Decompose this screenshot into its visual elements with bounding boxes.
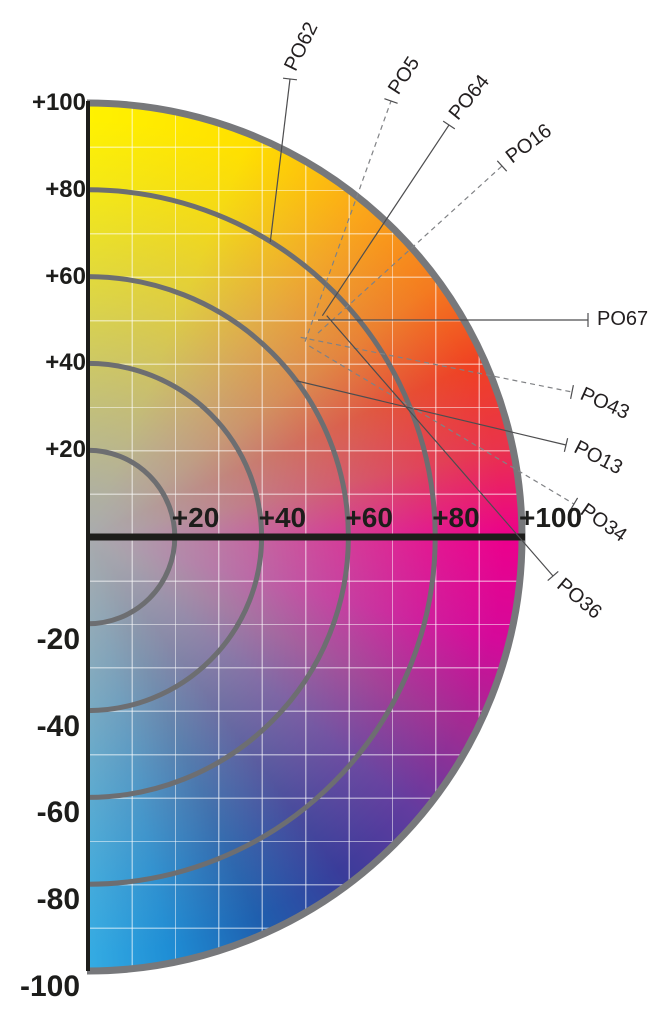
pigment-label-text: PO67 xyxy=(597,308,649,331)
callout-tick-po43 xyxy=(570,385,574,399)
y-tick-label-pos-20: +20 xyxy=(45,436,86,464)
pigment-label-text: PO43 xyxy=(576,382,633,424)
y-tick-label-neg-40: -40 xyxy=(36,709,80,743)
pigment-label-text: PO34 xyxy=(575,498,631,547)
pigment-label-text: PO36 xyxy=(552,573,606,624)
lab-color-gradient-disc xyxy=(88,103,522,971)
y-tick-label-neg-60: -60 xyxy=(36,796,80,830)
y-tick-label-neg-20: -20 xyxy=(36,622,80,656)
y-tick-label-pos-80: +80 xyxy=(45,175,86,203)
y-tick-label-pos-40: +40 xyxy=(45,349,86,377)
y-tick-label-pos-60: +60 xyxy=(45,262,86,290)
pigment-label-text: PO62 xyxy=(280,18,323,75)
pigment-label-text: PO5 xyxy=(383,52,425,98)
callout-tick-po36 xyxy=(547,570,559,582)
y-tick-label-neg-100: -100 xyxy=(19,970,80,1003)
y-tick-label-neg-80: -80 xyxy=(36,883,80,917)
callout-tick-po34 xyxy=(569,497,579,511)
callout-tick-po62 xyxy=(282,77,298,81)
color-semicircle-clip xyxy=(88,95,534,979)
pigment-label-text: PO13 xyxy=(570,436,626,480)
callout-tick-po13 xyxy=(563,438,569,452)
y-tick-label-pos-100: +100 xyxy=(31,89,86,116)
